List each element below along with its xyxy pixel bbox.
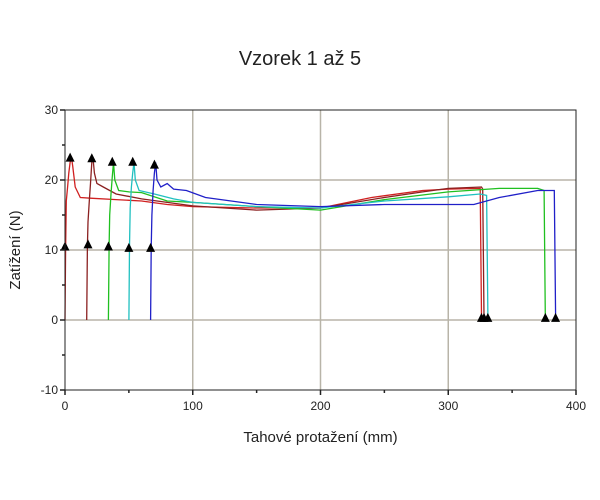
marker-triangle [83, 239, 93, 249]
x-axis-label: Tahové protažení (mm) [243, 429, 397, 446]
grid-lines [65, 110, 576, 390]
y-tick-label: 20 [45, 173, 59, 187]
x-tick-label: 300 [438, 399, 458, 413]
y-tick-label: -10 [41, 383, 59, 397]
marker-triangle [128, 156, 138, 166]
x-tick-label: 200 [310, 399, 330, 413]
y-axis-label: Zatížení (N) [7, 210, 24, 289]
marker-triangle [107, 156, 117, 166]
marker-triangle [149, 159, 159, 169]
x-tick-label: 400 [566, 399, 586, 413]
chart-title: Vzorek 1 až 5 [238, 48, 362, 70]
series-markers [60, 152, 561, 322]
series-line-1 [64, 156, 483, 321]
series-line-5 [149, 162, 557, 321]
marker-triangle [146, 242, 156, 252]
marker-triangle [65, 152, 75, 162]
y-tick-label: 30 [45, 103, 59, 117]
series-lines [64, 156, 557, 321]
marker-triangle [483, 312, 493, 322]
x-tick-label: 0 [62, 399, 69, 413]
series-line-4 [128, 162, 489, 321]
series-line-3 [107, 162, 546, 321]
marker-triangle [103, 241, 113, 251]
y-tick-label: 10 [45, 243, 59, 257]
marker-triangle [540, 312, 550, 322]
marker-triangle [87, 153, 97, 163]
x-tick-label: 100 [183, 399, 203, 413]
y-tick-label: 0 [51, 313, 58, 327]
marker-triangle [551, 312, 561, 322]
marker-triangle [124, 242, 134, 252]
series-line-2 [86, 158, 485, 321]
